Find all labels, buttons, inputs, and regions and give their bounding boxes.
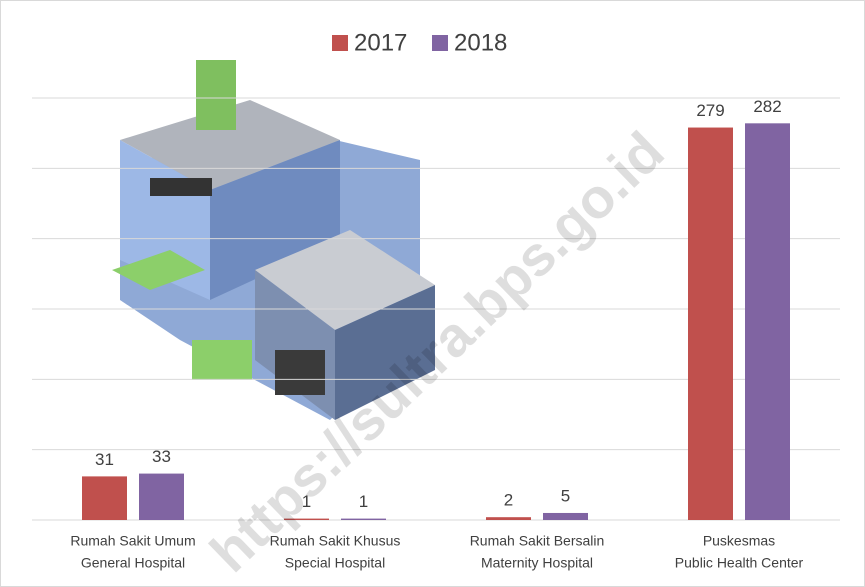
value-label: 33 xyxy=(152,447,171,466)
x-tick-label: Rumah Sakit Bersalin xyxy=(470,533,605,549)
x-tick-label: Public Health Center xyxy=(675,555,804,571)
value-label: 1 xyxy=(359,492,368,511)
x-tick-label: Rumah Sakit Umum xyxy=(70,533,195,549)
bar xyxy=(82,476,127,520)
bar xyxy=(688,128,733,520)
x-tick-label: Special Hospital xyxy=(285,555,385,571)
bar xyxy=(745,123,790,520)
value-label: 31 xyxy=(95,450,114,469)
legend-swatch xyxy=(432,35,448,51)
bar xyxy=(486,517,531,520)
x-tick-label: General Hospital xyxy=(81,555,185,571)
value-label: 2 xyxy=(504,491,513,510)
value-label: 282 xyxy=(753,97,781,116)
value-label: 279 xyxy=(696,101,724,120)
bar xyxy=(139,474,184,520)
legend-label: 2017 xyxy=(354,29,407,56)
legend-label: 2018 xyxy=(454,29,507,56)
x-tick-label: Rumah Sakit Khusus xyxy=(270,533,401,549)
legend-swatch xyxy=(332,35,348,51)
chart: 31331125279282 https://sultra.bps.go.id … xyxy=(0,0,865,587)
bar xyxy=(543,513,588,520)
value-label: 5 xyxy=(561,486,570,505)
bar xyxy=(341,519,386,520)
x-tick-label: Puskesmas xyxy=(703,533,775,549)
x-tick-label: Maternity Hospital xyxy=(481,555,593,571)
